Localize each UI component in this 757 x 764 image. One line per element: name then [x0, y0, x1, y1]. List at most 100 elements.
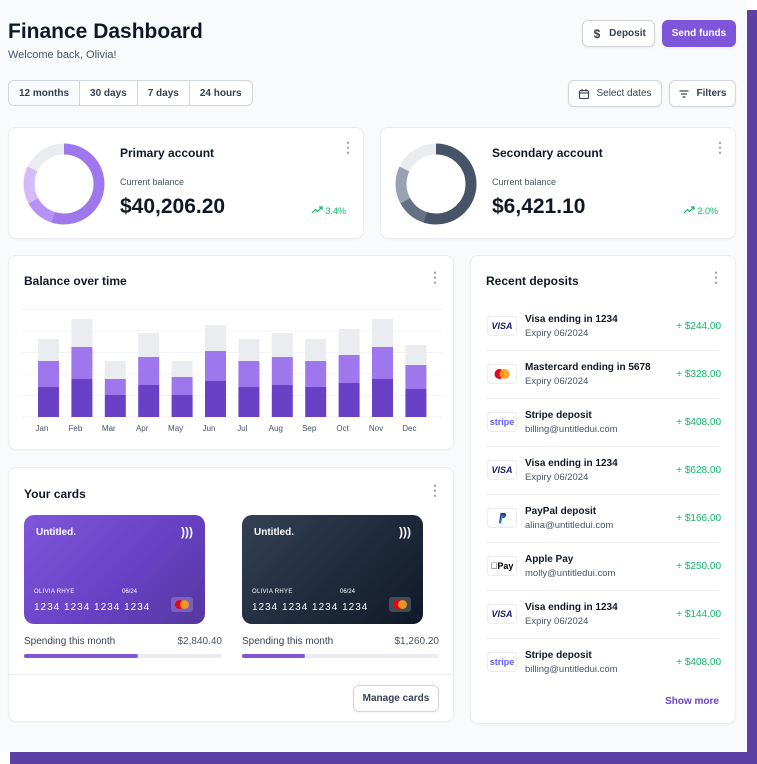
your-cards-menu-icon[interactable]: ⋮ — [428, 482, 442, 498]
bar-segment — [38, 361, 59, 387]
deposit-detail: billing@untitledui.com — [525, 424, 618, 435]
spending-amount-secondary: $1,260.20 — [394, 636, 440, 647]
divider — [9, 674, 453, 675]
deposit-amount: + $408.00 — [676, 417, 721, 428]
bar-segment — [405, 365, 427, 389]
range-24-hours[interactable]: 24 hours — [199, 87, 242, 99]
deposit-row[interactable]: stripe Stripe deposit billing@untitledui.c… — [471, 398, 735, 446]
deposit-name: PayPal deposit — [525, 506, 597, 517]
bar-segment — [71, 347, 93, 379]
bar-segment — [205, 381, 226, 417]
secondary-account-name: Secondary account — [492, 146, 603, 160]
spending-progress-secondary — [242, 654, 439, 658]
deposit-row[interactable]: PayPal deposit alina@untitledui.com + $166… — [471, 494, 735, 542]
month-label: Jun — [202, 424, 216, 433]
secondary-balance-label: Current balance — [492, 177, 557, 187]
recent-deposits-card: Recent deposits ⋮ VISA Visa ending in 123… — [470, 255, 736, 724]
secondary-account-card: Secondary account Current balance $6,421… — [380, 127, 736, 239]
deposit-button[interactable]: $ Deposit — [582, 20, 655, 47]
show-more-link[interactable]: Show more — [665, 696, 719, 707]
balance-over-time-card: Balance over time ⋮ Jan Feb Mar Apr May Jun Ju… — [8, 255, 454, 450]
credit-card-primary[interactable]: Untitled. ))) OLIVIA RHYE 06/24 1234 123… — [24, 515, 205, 624]
bar-segment — [104, 361, 126, 379]
deposit-button-label: Deposit — [609, 28, 646, 39]
deposit-row[interactable]: VISA Visa ending in 1234 Expiry 06/2024 + $… — [471, 302, 735, 350]
credit-card-secondary[interactable]: Untitled. ))) OLIVIA RHYE 06/24 1234 123… — [242, 515, 423, 624]
card-number: 1234 1234 1234 1234 — [34, 602, 151, 613]
bar-segment — [238, 361, 260, 387]
card-number: 1234 1234 1234 1234 — [252, 602, 369, 613]
contactless-icon: ))) — [399, 525, 411, 539]
bar-segment — [372, 379, 393, 417]
svg-text:$: $ — [594, 28, 601, 40]
visa-logo-icon: VISA — [487, 316, 517, 336]
month-label: Feb — [68, 424, 83, 433]
month-label: Jan — [35, 424, 49, 433]
deposit-detail: Expiry 06/2024 — [525, 376, 589, 387]
bar-segment — [171, 361, 193, 377]
secondary-account-menu-icon[interactable]: ⋮ — [713, 139, 727, 155]
deposit-row[interactable]: Mastercard ending in 5678 Expiry 06/2024 +… — [471, 350, 735, 398]
month-label: May — [168, 424, 184, 433]
bar-segment — [305, 387, 327, 417]
deposit-name: Visa ending in 1234 — [525, 602, 618, 613]
select-dates-button[interactable]: Select dates — [568, 80, 662, 107]
send-funds-button-label: Send funds — [671, 28, 727, 39]
trend-up-icon — [311, 206, 323, 214]
deposit-detail: Expiry 06/2024 — [525, 616, 589, 627]
bar-segment — [338, 383, 360, 417]
manage-cards-button[interactable]: Manage cards — [353, 685, 439, 712]
calendar-icon — [579, 88, 590, 99]
donut-segment — [395, 143, 477, 225]
range-7-days[interactable]: 7 days — [138, 81, 190, 105]
month-label: Dec — [402, 424, 417, 433]
mastercard-icon — [171, 597, 193, 612]
bar-segment — [405, 389, 427, 417]
deposit-amount: + $328.00 — [676, 369, 721, 380]
bar-segment — [71, 319, 93, 347]
deposit-amount: + $144.00 — [676, 609, 721, 620]
your-cards-card: Your cards ⋮ Untitled. ))) OLIVIA RHYE 0… — [8, 467, 454, 722]
select-dates-label: Select dates — [596, 88, 652, 99]
card-expiry: 06/24 — [122, 589, 138, 595]
balance-chart-menu-icon[interactable]: ⋮ — [428, 269, 442, 285]
filters-button[interactable]: Filters — [669, 80, 736, 107]
bar-segment — [138, 333, 160, 357]
month-label: Sep — [302, 424, 317, 433]
donut-segment — [23, 143, 105, 225]
card-expiry: 06/24 — [340, 589, 356, 595]
bar-segment — [338, 355, 360, 383]
spending-progress-primary — [24, 654, 221, 658]
deposit-separator — [487, 638, 719, 639]
trend-up-icon — [683, 206, 695, 214]
recent-deposits-menu-icon[interactable]: ⋮ — [709, 269, 723, 285]
deposit-name: Apple Pay — [525, 554, 574, 565]
deposit-row[interactable]: Pay Apple Pay molly@untitledui.com + $250.… — [471, 542, 735, 590]
deposit-row[interactable]: stripe Stripe deposit billing@untitledui.c… — [471, 638, 735, 686]
primary-account-card: Primary account Current balance $40,206.… — [8, 127, 364, 239]
range-30-days[interactable]: 30 days — [80, 81, 138, 105]
bar-segment — [338, 329, 360, 355]
spending-progress-fill-secondary — [242, 654, 306, 658]
range-12-months[interactable]: 12 months — [9, 81, 81, 105]
manage-cards-label: Manage cards — [362, 693, 430, 704]
bar-segment — [238, 339, 260, 361]
deposit-row[interactable]: VISA Visa ending in 1234 Expiry 06/2024 + $… — [471, 446, 735, 494]
primary-account-name: Primary account — [120, 146, 215, 160]
visa-logo-icon: VISA — [487, 460, 517, 480]
month-label: Nov — [368, 424, 384, 433]
paypal-logo-icon — [487, 508, 517, 528]
card-holder: OLIVIA RHYE — [252, 589, 293, 595]
spending-progress-fill-primary — [24, 654, 139, 658]
deposit-detail: billing@untitledui.com — [525, 664, 618, 675]
primary-account-menu-icon[interactable]: ⋮ — [341, 139, 355, 155]
bar-segment — [38, 339, 59, 361]
deposit-row[interactable]: VISA Visa ending in 1234 Expiry 06/2024 + $… — [471, 590, 735, 638]
bar-segment — [104, 379, 126, 395]
bar-segment — [205, 351, 226, 381]
bar-segment — [372, 319, 393, 347]
month-label: Oct — [336, 424, 349, 433]
deposit-detail: alina@untitledui.com — [525, 520, 614, 531]
deposit-name: Stripe deposit — [525, 410, 592, 421]
send-funds-button[interactable]: Send funds — [662, 20, 736, 47]
